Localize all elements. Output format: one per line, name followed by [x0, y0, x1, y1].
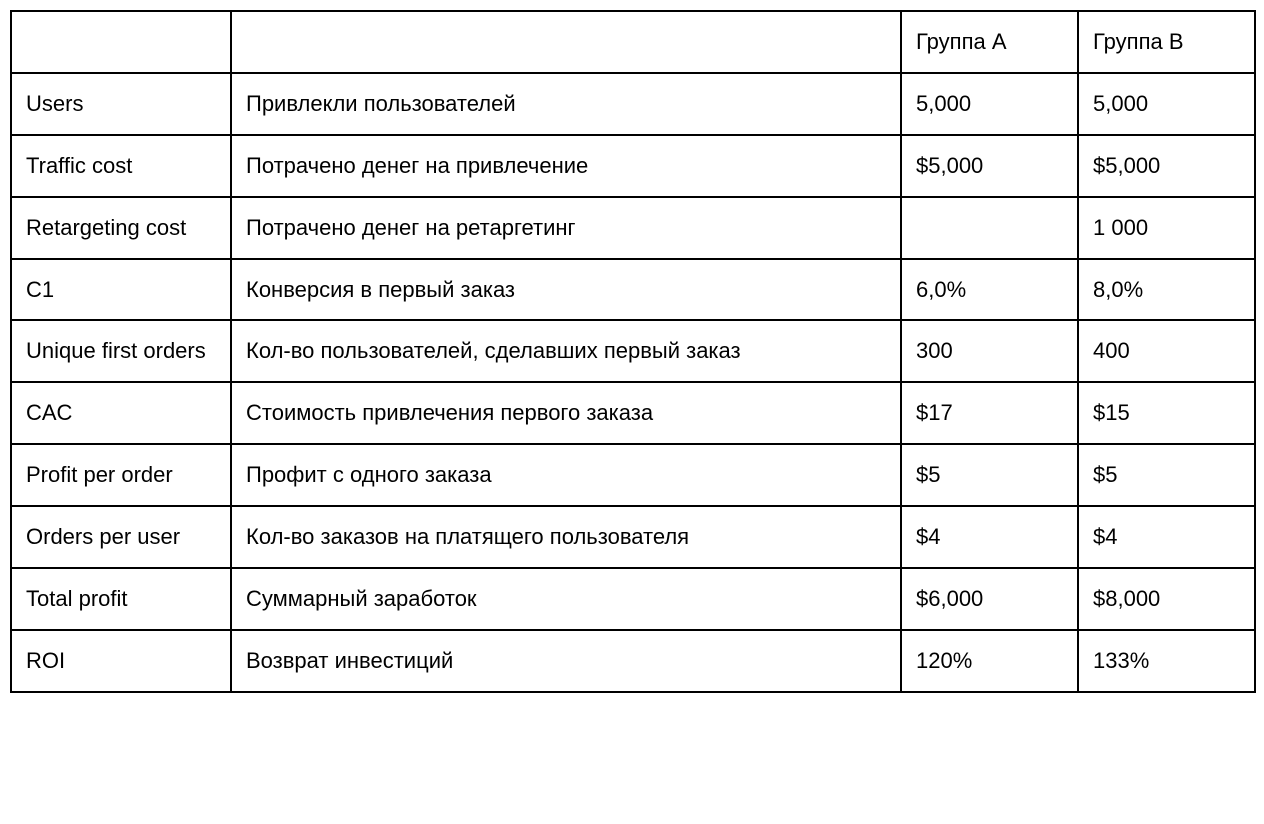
metric-desc: Стоимость привлечения первого заказа: [231, 382, 901, 444]
value-b: $15: [1078, 382, 1255, 444]
header-group-a: Группа A: [901, 11, 1078, 73]
header-group-b: Группа B: [1078, 11, 1255, 73]
metric-desc: Привлекли пользователей: [231, 73, 901, 135]
value-b: $5: [1078, 444, 1255, 506]
table-row: Traffic cost Потрачено денег на привлече…: [11, 135, 1255, 197]
table-row: Users Привлекли пользователей 5,000 5,00…: [11, 73, 1255, 135]
metric-desc: Конверсия в первый заказ: [231, 259, 901, 321]
value-a: $5: [901, 444, 1078, 506]
table-row: Total profit Суммарный заработок $6,000 …: [11, 568, 1255, 630]
value-b: $8,000: [1078, 568, 1255, 630]
header-blank-0: [11, 11, 231, 73]
metric-name: Users: [11, 73, 231, 135]
value-a: $17: [901, 382, 1078, 444]
metric-name: Retargeting cost: [11, 197, 231, 259]
metric-name: Profit per order: [11, 444, 231, 506]
value-a: $6,000: [901, 568, 1078, 630]
metric-desc: Кол-во заказов на платящего пользователя: [231, 506, 901, 568]
table-row: ROI Возврат инвестиций 120% 133%: [11, 630, 1255, 692]
metric-desc: Возврат инвестиций: [231, 630, 901, 692]
metric-name: Traffic cost: [11, 135, 231, 197]
metric-desc: Потрачено денег на привлечение: [231, 135, 901, 197]
value-b: 1 000: [1078, 197, 1255, 259]
metric-desc: Потрачено денег на ретаргетинг: [231, 197, 901, 259]
value-a: 300: [901, 320, 1078, 382]
metric-desc: Профит с одного заказа: [231, 444, 901, 506]
value-b: 400: [1078, 320, 1255, 382]
value-a: [901, 197, 1078, 259]
value-a: 6,0%: [901, 259, 1078, 321]
header-blank-1: [231, 11, 901, 73]
value-b: 5,000: [1078, 73, 1255, 135]
metric-name: C1: [11, 259, 231, 321]
value-b: 8,0%: [1078, 259, 1255, 321]
value-a: $4: [901, 506, 1078, 568]
table-row: CAC Стоимость привлечения первого заказа…: [11, 382, 1255, 444]
metric-desc: Суммарный заработок: [231, 568, 901, 630]
metric-name: ROI: [11, 630, 231, 692]
value-b: 133%: [1078, 630, 1255, 692]
table-header-row: Группа A Группа B: [11, 11, 1255, 73]
metric-name: Unique first orders: [11, 320, 231, 382]
table-row: Retargeting cost Потрачено денег на рета…: [11, 197, 1255, 259]
table-row: Unique first orders Кол-во пользователей…: [11, 320, 1255, 382]
metric-name: Orders per user: [11, 506, 231, 568]
table-row: Orders per user Кол-во заказов на платящ…: [11, 506, 1255, 568]
metric-name: Total profit: [11, 568, 231, 630]
value-b: $5,000: [1078, 135, 1255, 197]
value-a: 120%: [901, 630, 1078, 692]
metric-desc: Кол-во пользователей, сделавших первый з…: [231, 320, 901, 382]
table-row: C1 Конверсия в первый заказ 6,0% 8,0%: [11, 259, 1255, 321]
value-a: $5,000: [901, 135, 1078, 197]
value-b: $4: [1078, 506, 1255, 568]
table-row: Profit per order Профит с одного заказа …: [11, 444, 1255, 506]
metric-name: CAC: [11, 382, 231, 444]
value-a: 5,000: [901, 73, 1078, 135]
metrics-table: Группа A Группа B Users Привлекли пользо…: [10, 10, 1256, 693]
